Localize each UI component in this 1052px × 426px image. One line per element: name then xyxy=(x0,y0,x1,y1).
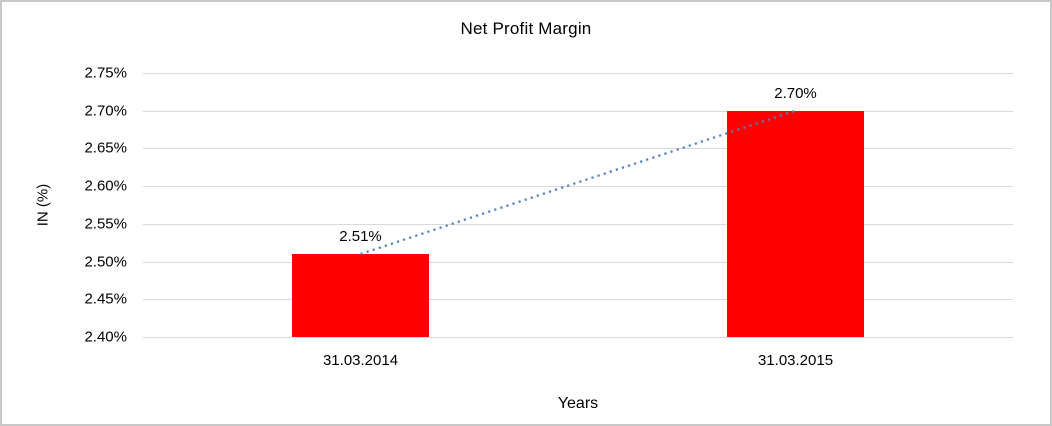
x-axis-title: Years xyxy=(557,395,599,412)
chart-title: Net Profit Margin xyxy=(460,19,592,38)
gridline xyxy=(143,261,1013,263)
y-axis-tick-label: 2.60% xyxy=(84,177,127,195)
gridline xyxy=(143,73,1013,74)
gridline xyxy=(143,223,1013,225)
x-axis-category-label: 31.03.2015 xyxy=(757,352,834,369)
y-axis-tick-label: 2.50% xyxy=(84,253,127,271)
y-axis-tick-label: 2.70% xyxy=(84,102,127,120)
x-axis-category-label: 31.03.2014 xyxy=(322,352,399,369)
y-axis-tick-label: 2.65% xyxy=(84,139,127,157)
bar-value-label: 2.51% xyxy=(339,228,382,246)
gridline xyxy=(143,337,1013,338)
gridline xyxy=(143,110,1013,112)
y-axis-title: IN (%) xyxy=(34,183,52,227)
y-axis-tick-label: 2.40% xyxy=(84,328,127,346)
gridline xyxy=(143,186,1013,188)
bar-value-label: 2.70% xyxy=(774,84,817,102)
trendline xyxy=(360,109,796,256)
plot-area: 2.75% 2.70% 2.65% 2.60% 2.55% 2.50% 2.45% 2.40%… xyxy=(84,65,1013,369)
gridline xyxy=(143,148,1013,150)
y-axis-tick-label: 2.45% xyxy=(84,290,127,308)
bar xyxy=(727,110,864,337)
gridline xyxy=(143,299,1013,301)
y-axis-tick-label: 2.55% xyxy=(84,215,127,233)
bar xyxy=(292,254,429,337)
y-axis-tick-label: 2.75% xyxy=(84,64,127,82)
